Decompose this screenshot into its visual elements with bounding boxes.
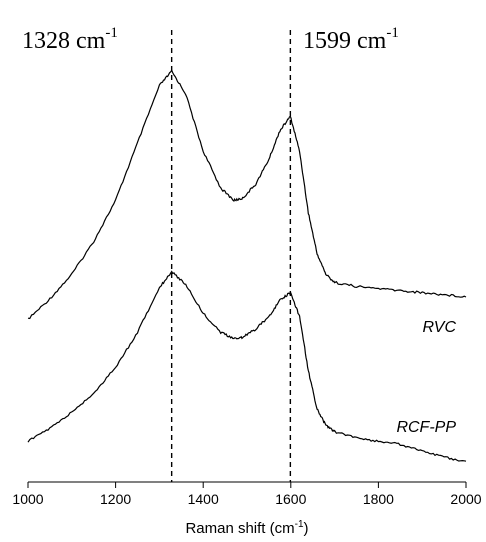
peak-annotation-label: 1328 cm-1 [22,25,118,54]
series-label-rcf-pp: RCF-PP [396,419,456,436]
x-tick-label: 1600 [275,491,306,507]
series-line-rvc [27,69,467,320]
x-tick-label: 2000 [450,491,481,507]
series-label-rvc: RVC [423,319,457,336]
x-axis-title: Raman shift (cm-1) [185,519,308,537]
x-tick-label: 1800 [363,491,394,507]
x-tick-label: 1200 [100,491,131,507]
x-tick-label: 1400 [188,491,219,507]
x-tick-label: 1000 [12,491,43,507]
plot-area: 1000 1200 1400 1600 1800 2000 1328 cm-1 1599 cm… [12,25,481,507]
series-line-rcf-pp [27,270,467,462]
peak-annotation-label: 1599 cm-1 [303,25,399,54]
